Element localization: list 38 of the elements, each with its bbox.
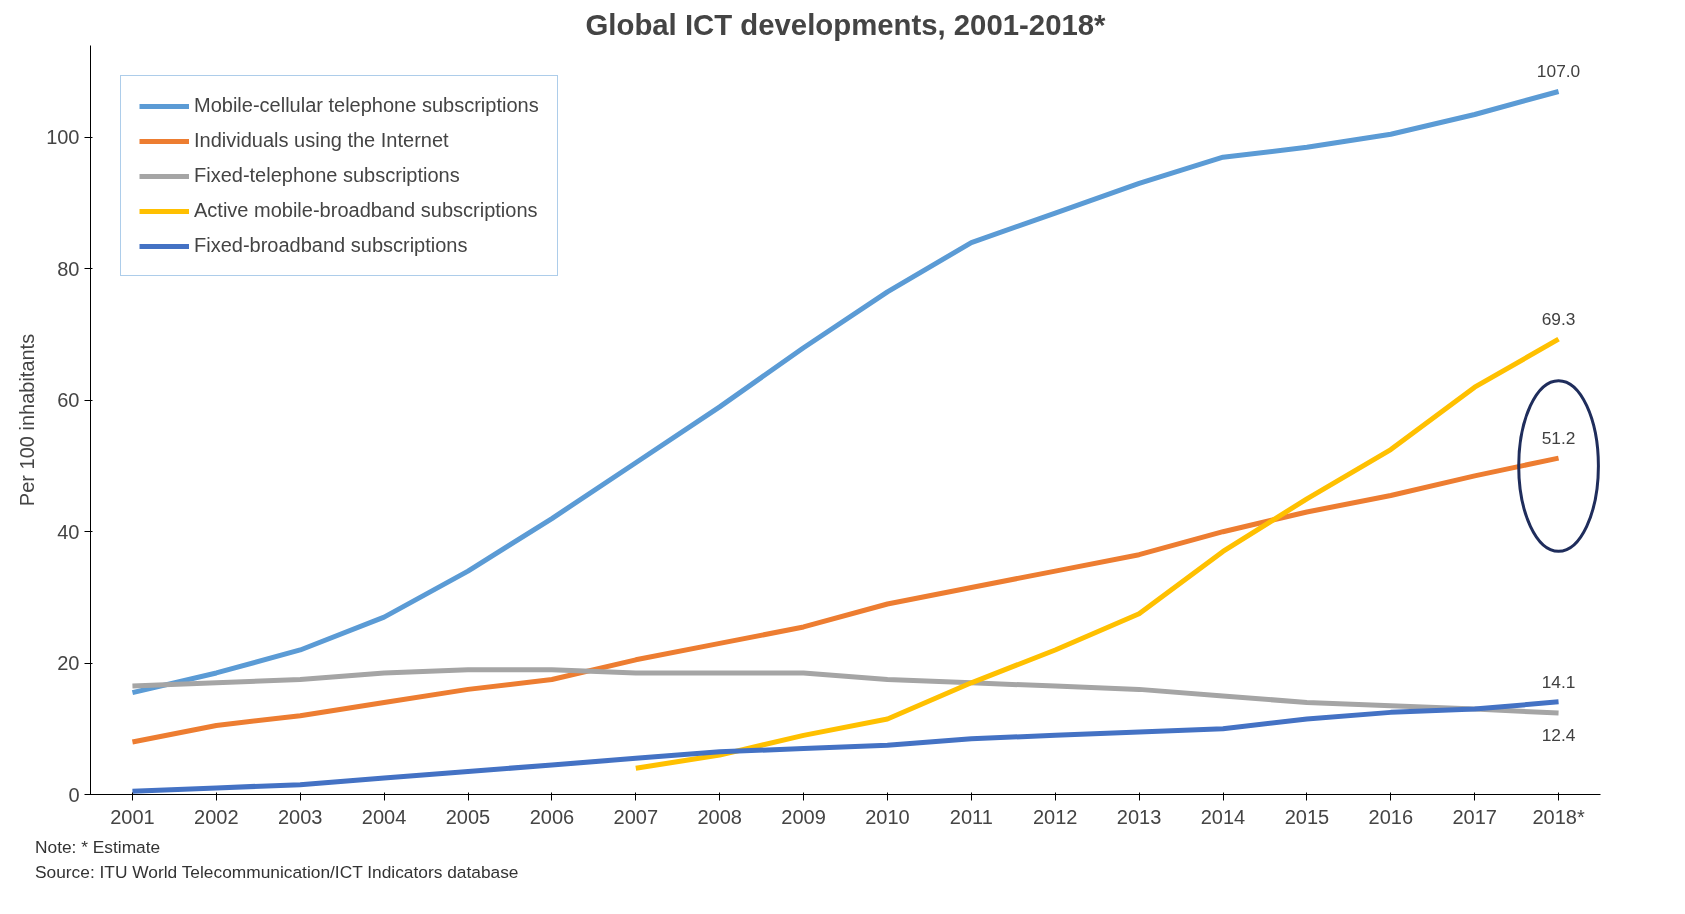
x-tick-label: 2005 bbox=[445, 805, 491, 828]
source-note: Source: ITU World Telecommunication/ICT Indicators database bbox=[35, 860, 519, 884]
y-tick-label: 60 bbox=[57, 389, 80, 412]
x-tick-label: 2004 bbox=[361, 805, 407, 828]
chart-title: Global ICT developments, 2001-2018* bbox=[585, 7, 1107, 41]
x-tick-label: 2006 bbox=[529, 805, 575, 828]
data-label: 12.4 bbox=[1541, 725, 1576, 746]
x-tick-label: 2003 bbox=[277, 805, 323, 828]
x-tick-label: 2016 bbox=[1368, 805, 1414, 828]
x-tick-label: 2008 bbox=[697, 805, 742, 828]
x-tick-label: 2007 bbox=[613, 805, 659, 828]
data-label: 51.2 bbox=[1541, 428, 1576, 449]
data-label: 14.1 bbox=[1541, 671, 1576, 692]
y-tick-label: 40 bbox=[57, 520, 80, 543]
x-tick-label: 2018* bbox=[1532, 805, 1585, 828]
y-tick-label: 80 bbox=[57, 257, 80, 280]
x-tick-label: 2014 bbox=[1200, 805, 1246, 828]
text: Note: * Estimate bbox=[35, 836, 162, 859]
y-tick-label: 20 bbox=[57, 652, 80, 675]
data-label: 107.0 bbox=[1536, 61, 1581, 82]
legend-label: Individuals using the Internet bbox=[194, 129, 449, 152]
x-tick-label: 2017 bbox=[1452, 805, 1497, 828]
legend-label: Fixed-telephone subscriptions bbox=[194, 164, 460, 187]
x-tick-label: 2012 bbox=[1032, 805, 1078, 828]
y-tick-label: 0 bbox=[68, 783, 80, 806]
y-tick-label: 100 bbox=[46, 126, 80, 149]
x-tick-label: 2009 bbox=[781, 805, 826, 828]
y-axis-title: Per 100 inhabitants bbox=[16, 333, 39, 507]
x-tick-label: 2015 bbox=[1284, 805, 1330, 828]
x-tick-label: 2002 bbox=[194, 805, 239, 828]
x-tick-label: 2010 bbox=[865, 805, 910, 828]
legend-label: Active mobile-broadband subscriptions bbox=[194, 199, 538, 222]
x-tick-label: 2013 bbox=[1116, 805, 1162, 828]
legend-label: Fixed-broadband subscriptions bbox=[194, 234, 468, 257]
data-label: 69.3 bbox=[1541, 309, 1576, 330]
x-tick-label: 2011 bbox=[949, 805, 993, 828]
legend-label: Mobile-cellular telephone subscriptions bbox=[194, 94, 539, 117]
x-tick-label: 2001 bbox=[110, 805, 155, 828]
